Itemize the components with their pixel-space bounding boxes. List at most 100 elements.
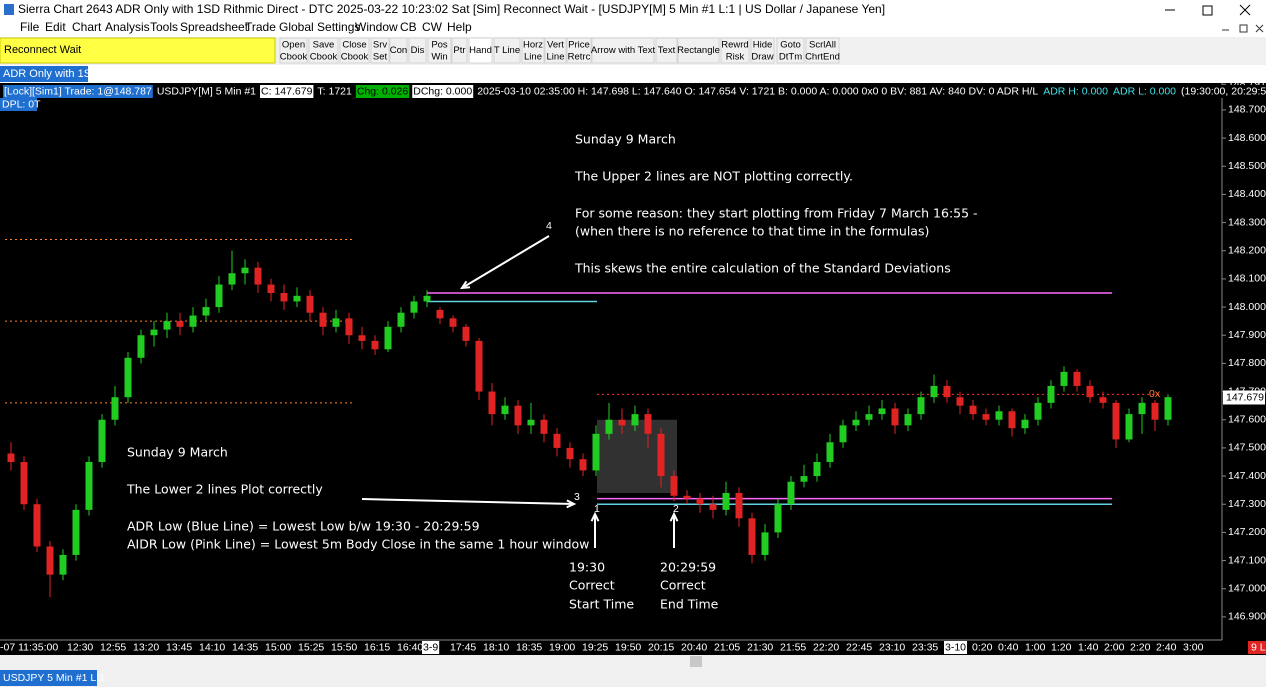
x-tick-label: 3:00 [1183,641,1204,653]
toolbar-button[interactable] [408,37,427,64]
x-tick-label: 23:35 [912,641,938,653]
candle-body [605,419,613,434]
toolbar-button[interactable] [468,37,493,64]
menu-item[interactable]: Trade [245,20,276,34]
toolbar-button-label[interactable]: Hide [753,40,773,51]
candle-body [1138,402,1146,415]
header-segment: USDJPY[M] 5 Min #1 [157,85,256,97]
toolbar-button-label[interactable]: Cbook [341,52,369,63]
close[interactable] [1239,4,1251,16]
toolbar-button-label[interactable]: Risk [726,52,745,63]
toolbar-button-label[interactable]: Cbook [280,52,308,63]
toolbar-button-label[interactable]: Rectangle [677,45,720,56]
menu-item[interactable]: Chart [72,20,102,34]
toolbar-button-label[interactable]: Goto [780,40,801,51]
toolbar-button-label[interactable]: Hand [469,45,492,56]
scrollbar[interactable] [0,655,1266,668]
header-segment: Chg: 0.026 [357,85,409,97]
y-tick-label: 148.100 [1228,273,1266,285]
toolbar-button[interactable] [370,37,390,64]
toolbar-button[interactable] [451,37,468,64]
header-segment: [Lock][Sim1] Trade: 1@148.787 [4,85,152,97]
toolbar-button-label[interactable]: ScrlAll [809,40,836,51]
status-tab[interactable] [0,670,97,686]
toolbar-button[interactable] [566,37,592,64]
toolbar-button[interactable] [389,37,408,64]
toolbar-button-label[interactable]: Close [342,40,366,51]
toolbar-button[interactable] [720,37,750,64]
toolbar-button-label[interactable]: Line [547,52,565,63]
toolbar-button-label[interactable]: Save [313,40,335,51]
toolbar-button[interactable] [776,37,805,64]
toolbar-button-label[interactable]: ChrtEnd [805,52,840,63]
candle-body [358,335,366,341]
toolbar-button-label[interactable]: Vert [547,40,564,51]
menu-item[interactable]: Tools [150,20,178,34]
candle-body [72,509,80,555]
x-tick-label: 3-10 [945,641,966,653]
toolbar-button[interactable] [544,37,567,64]
toolbar-button-label[interactable]: Pos [431,40,448,51]
toolbar-button[interactable] [677,37,720,64]
toolbar-button-label[interactable]: Win [431,52,447,63]
toolbar-button-label[interactable]: DtTm [779,52,802,63]
header-segment: ADR L: 0.000 [1113,85,1176,97]
toolbar-button[interactable] [521,37,545,64]
candle-body [1073,371,1081,386]
toolbar-button-label[interactable]: Cbook [310,52,338,63]
candle-body [462,326,470,341]
maximize[interactable] [1202,5,1213,16]
toolbar-button-label[interactable]: Con [390,45,407,56]
toolbar-button[interactable] [493,37,521,64]
menu-item[interactable]: Analysis [105,20,150,34]
toolbar-button-label[interactable]: Retrc [568,52,591,63]
mdi-controls[interactable] [1222,24,1264,33]
menu-item[interactable]: Global Settings [279,20,360,34]
menu-item[interactable]: Help [447,20,472,34]
menu-item[interactable]: CB [400,20,417,34]
menu-item[interactable]: Spreadsheet [180,20,249,34]
x-tick-label: 18:35 [516,641,542,653]
header-segment-bg [260,85,314,98]
toolbar-button-label[interactable]: T Line [494,45,520,56]
toolbar-button[interactable] [655,37,678,64]
toolbar-button-label[interactable]: Text [658,45,676,56]
candle-body [735,492,743,519]
toolbar-button[interactable] [427,37,452,64]
toolbar-button[interactable] [591,37,655,64]
header-segment-bg [1180,85,1266,98]
candle-body [1008,411,1016,429]
toolbar-button-label[interactable]: Set [373,52,388,63]
last-price-box [1223,390,1265,405]
toolbar-button-label[interactable]: Price [568,40,590,51]
toolbar-button[interactable] [339,37,370,64]
status-bar [0,668,1266,687]
candle-body [1086,385,1094,398]
toolbar-button-label[interactable]: Rewrd [721,40,748,51]
menu-item[interactable]: File [20,20,40,34]
scroll-thumb[interactable] [690,656,702,667]
toolbar-button-label[interactable]: Arrow with Text [591,45,656,56]
menu-item[interactable]: Window [355,20,398,34]
tab-label[interactable]: ADR Only with 1SD [3,68,99,80]
toolbar-button-label[interactable]: Draw [751,52,773,63]
toolbar-button[interactable] [308,37,339,64]
menu-item[interactable]: Edit [45,20,66,34]
toolbar-button-label[interactable]: Ptr [453,45,465,56]
y-tick-label: 148.500 [1228,160,1266,172]
toolbar-button-label[interactable]: Open [282,40,305,51]
menu-item[interactable]: CW [422,20,443,34]
y-tick-label: 148.400 [1228,188,1266,200]
toolbar-button-label[interactable]: Horz [523,40,543,51]
candle-body [800,476,808,482]
day-box [422,641,440,654]
toolbar-button[interactable] [805,37,840,64]
tab-bg[interactable] [0,66,88,82]
toolbar-button-label[interactable]: Line [524,52,542,63]
toolbar-button[interactable] [279,37,308,64]
candle-body [969,405,977,415]
toolbar-button-label[interactable]: Srv [373,40,388,51]
toolbar-button-label[interactable]: Dis [411,45,425,56]
arrow-head [566,499,577,509]
toolbar-button[interactable] [750,37,775,64]
